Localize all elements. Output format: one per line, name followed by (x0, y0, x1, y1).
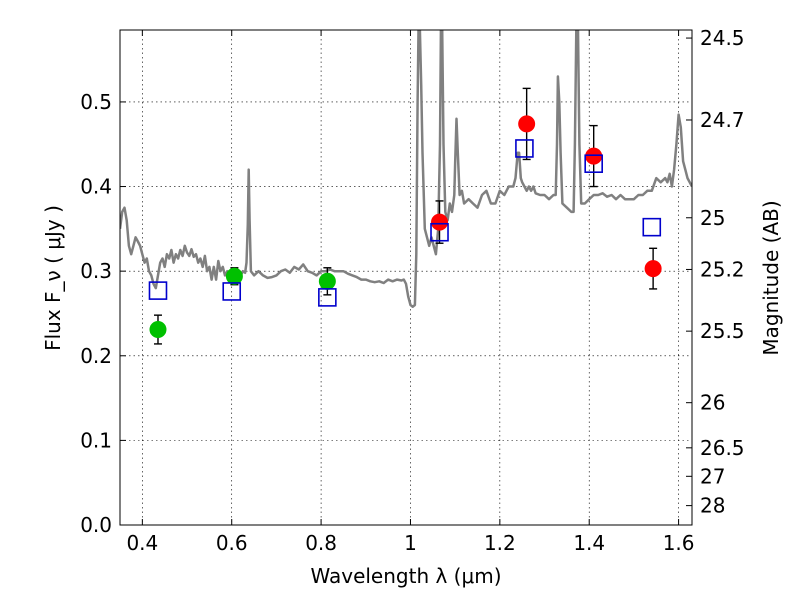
y-tick-label: 0.5 (80, 90, 112, 114)
y-tick-label: 0.2 (80, 344, 112, 368)
x-tick-label: 0.4 (126, 531, 158, 555)
model-spectrum-line (120, 30, 692, 308)
mag-tick-label: 26.5 (700, 436, 745, 460)
photometry-point (518, 115, 536, 133)
model-flux-square (430, 222, 449, 242)
mag-tick-label: 24.5 (700, 26, 745, 50)
model-flux-square (148, 281, 168, 300)
model-flux-square (584, 154, 603, 173)
x-tick-label: 1 (404, 531, 417, 555)
x-tick-label: 0.6 (216, 531, 248, 555)
y-tick-label: 0.1 (80, 428, 112, 452)
model-flux-square (642, 217, 662, 237)
y-tick-label: 0.0 (80, 513, 112, 537)
x-tick-label: 0.8 (305, 531, 337, 555)
photometry-point (644, 260, 662, 278)
model-flux-square (515, 139, 534, 158)
photometry-point (149, 321, 167, 339)
photometry-point (225, 267, 243, 285)
x-axis-label: Wavelength λ (μm) (310, 564, 501, 588)
y2-axis-label: Magnitude (AB) (759, 200, 783, 355)
x-tick-label: 1.6 (663, 531, 695, 555)
x-tick-label: 1.4 (573, 531, 605, 555)
y-tick-label: 0.3 (80, 259, 112, 283)
y-axis-label: Flux F_ν ( μJy ) (41, 205, 65, 351)
mag-tick-label: 26 (700, 391, 725, 415)
mag-tick-label: 25.5 (700, 319, 745, 343)
model-flux-square (222, 282, 242, 301)
y-tick-label: 0.4 (80, 175, 112, 199)
mag-tick-label: 27 (700, 464, 725, 488)
mag-tick-label: 28 (700, 494, 725, 518)
x-tick-label: 1.2 (484, 531, 516, 555)
data-layer (120, 30, 692, 308)
mag-tick-label: 25 (700, 206, 725, 230)
mag-tick-label: 24.7 (700, 108, 745, 132)
plot-frame (119, 29, 693, 526)
marker-layer (148, 87, 662, 345)
photometry-point (318, 272, 336, 290)
photometry-point (431, 213, 449, 231)
grid (120, 30, 692, 526)
model-flux-square (318, 288, 337, 307)
photometry-point (585, 147, 603, 165)
ticks: 0.4 0.6 0.8 1 1.2 1.4 1.6 0.0 0.1 0.2 0.3 0.4 0.5 24.… (80, 26, 744, 555)
mag-tick-label: 25.2 (700, 257, 745, 281)
